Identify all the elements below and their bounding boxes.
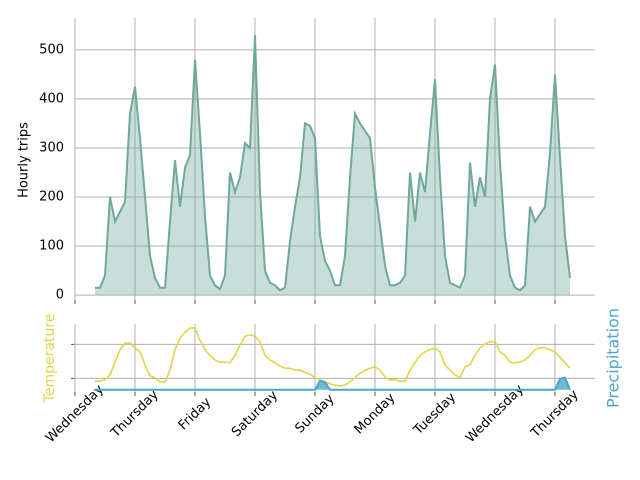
x-tick-label: Tuesday bbox=[410, 390, 459, 439]
y-tick-label: 400 bbox=[39, 91, 64, 106]
trips-area-line bbox=[95, 35, 571, 292]
y-tick-label: 0 bbox=[56, 288, 64, 303]
trips-area-fill bbox=[95, 35, 570, 296]
y2-axis-label: Precipitation bbox=[604, 308, 623, 408]
x-tick-label: Friday bbox=[176, 395, 215, 434]
temperature-line bbox=[95, 327, 571, 387]
precipitation-area-line bbox=[95, 376, 571, 391]
x-tick-label: Monday bbox=[352, 390, 399, 437]
x-tick-label: Sunday bbox=[292, 391, 337, 436]
y-tick-label: 100 bbox=[39, 239, 64, 254]
y-tick-label: 500 bbox=[39, 42, 64, 57]
y-axis-label: Hourly trips bbox=[17, 122, 32, 198]
y-tick-label: 200 bbox=[39, 190, 64, 205]
y-tick-label: 300 bbox=[39, 140, 64, 155]
y-axis-label: Temperature bbox=[42, 314, 58, 404]
